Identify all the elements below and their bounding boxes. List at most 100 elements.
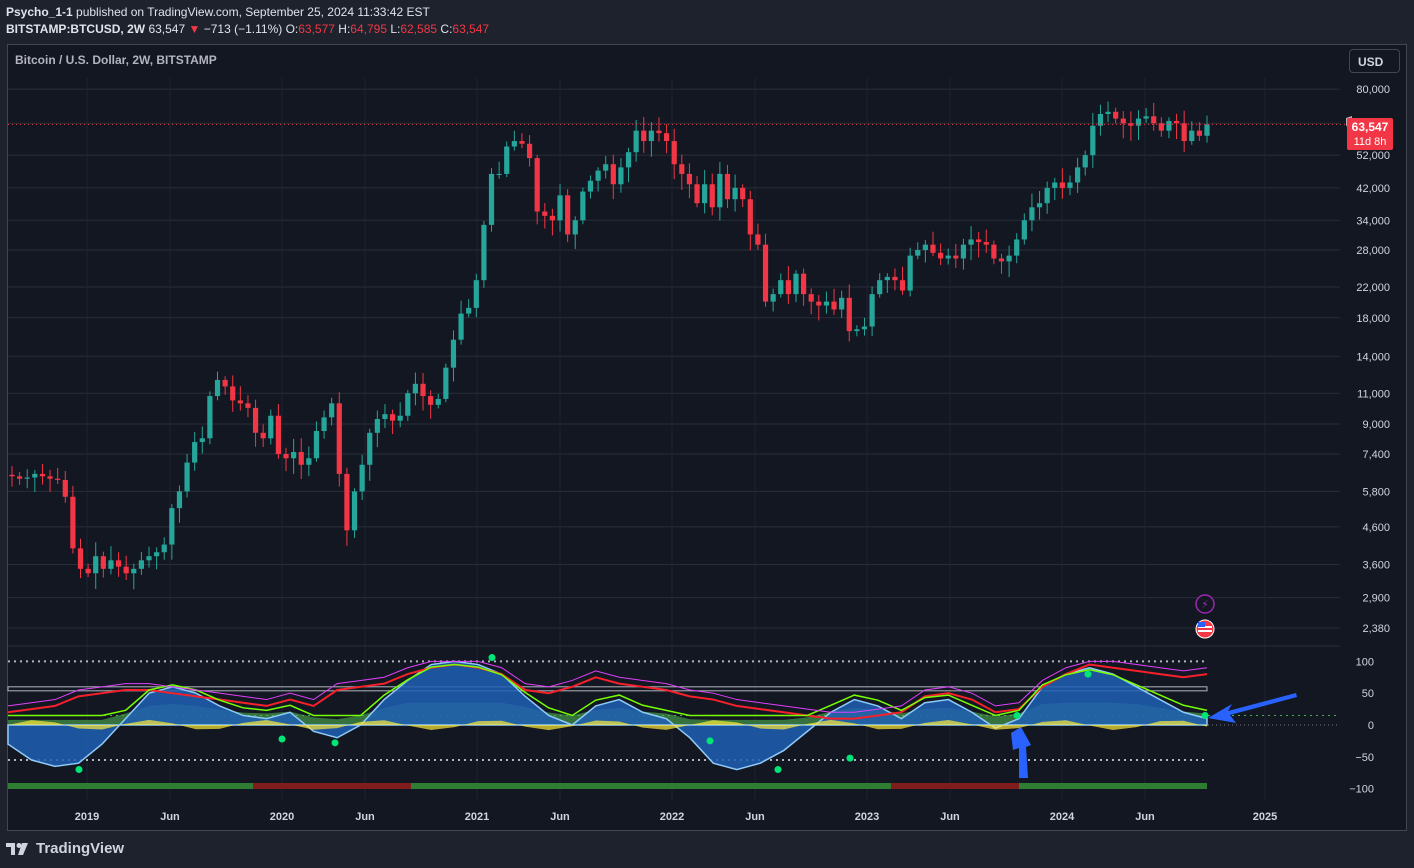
candle-body	[1173, 120, 1180, 124]
candle-body	[542, 211, 548, 216]
candle-body	[496, 173, 502, 175]
candle-body	[922, 244, 928, 251]
open-value: 63,577	[298, 22, 335, 36]
signal-dot	[1013, 711, 1021, 719]
oscillator-pane	[7, 645, 1340, 789]
tradingview-logo[interactable]: TradingView	[6, 840, 124, 857]
logo-text: TradingView	[36, 840, 125, 857]
currency-button[interactable]: USD	[1349, 49, 1400, 73]
time-tick-label: Jun	[160, 811, 180, 823]
signal-dot	[774, 766, 782, 774]
oscillator-axis: 100 50 0 −50 −100	[1349, 656, 1374, 795]
candle-body	[351, 491, 358, 531]
candle-body	[70, 496, 76, 549]
candle-body	[625, 152, 632, 168]
candle-body	[663, 133, 670, 142]
candle-body	[176, 491, 183, 509]
price-tick-label: 42,000	[1356, 183, 1390, 195]
candle-body	[169, 508, 175, 545]
lightning-event-icon[interactable]	[1195, 594, 1215, 614]
candle-body	[945, 255, 951, 259]
candle-body	[580, 191, 586, 221]
price-tick-label: 7,400	[1362, 449, 1390, 461]
price-tick-label: 34,000	[1356, 215, 1390, 227]
last-value: 63,547	[148, 22, 186, 36]
candle-body	[17, 476, 23, 479]
regime-bar-segment	[8, 783, 253, 789]
candle-body	[519, 141, 525, 144]
candle-body	[526, 143, 533, 159]
time-tick-label: 2023	[855, 811, 879, 823]
candle-body	[770, 294, 776, 302]
time-axis: 2019 Jun 2020 Jun 2021 Jun 2022 Jun 2023 Jun 2024 J…	[75, 811, 1277, 823]
candle-body	[816, 301, 822, 306]
last-price-tag: 63,547 11d 8h	[1346, 116, 1393, 150]
time-tick-label: Jun	[550, 811, 570, 823]
candle-body	[47, 476, 53, 479]
candle-body	[1189, 130, 1195, 142]
candle-body	[245, 403, 251, 408]
candle-body	[252, 407, 259, 433]
candle-body	[892, 276, 898, 281]
candle-body	[214, 379, 221, 397]
candle-body	[123, 566, 129, 574]
candle-body	[412, 383, 419, 394]
regime-bar-segment	[411, 783, 891, 789]
candle-body	[1044, 187, 1050, 204]
lightning-glyph-icon: ⚡	[1201, 598, 1209, 611]
candle-body	[937, 252, 944, 259]
candle-body	[55, 478, 61, 480]
time-tick-label: 2020	[270, 811, 294, 823]
candle-body	[1090, 125, 1096, 156]
up-arrow-annotation	[1011, 727, 1031, 778]
candle-body	[877, 280, 883, 295]
candle-body	[1181, 123, 1187, 142]
candle-body	[1204, 124, 1210, 136]
low-label: L:	[390, 22, 401, 36]
time-tick-label: 2025	[1253, 811, 1277, 823]
candle-body	[1067, 182, 1073, 188]
candle-body	[473, 280, 479, 308]
candle-body	[313, 430, 320, 459]
candle-body	[184, 462, 190, 492]
candle-body	[686, 173, 693, 185]
regime-bar-segment	[891, 783, 1019, 789]
candle-body	[488, 173, 495, 225]
price-tick-label: 2,900	[1362, 593, 1390, 605]
candle-body	[85, 568, 91, 574]
candle-body	[199, 438, 205, 443]
candle-body	[291, 451, 297, 459]
candle-body	[389, 414, 396, 421]
candle-body	[968, 239, 974, 245]
candle-body	[724, 173, 731, 200]
candle-body	[359, 464, 365, 492]
candle-body	[671, 141, 677, 165]
candle-body	[458, 313, 464, 340]
candle-body	[39, 473, 46, 477]
candle-body	[800, 273, 807, 295]
candle-body	[230, 386, 236, 401]
candle-body	[1097, 114, 1104, 126]
candle-body	[1014, 239, 1020, 256]
events-icons: ⚡	[1195, 594, 1215, 639]
author-name[interactable]: Psycho_1-1	[6, 5, 73, 19]
candle-body	[1128, 123, 1134, 126]
countdown-label: 11d 8h	[1354, 136, 1387, 148]
footer	[0, 832, 1414, 868]
price-tick-label: 14,000	[1356, 351, 1390, 363]
candle-body	[549, 215, 556, 221]
close-label: C:	[440, 22, 453, 36]
candle-body	[679, 164, 685, 174]
candle-body	[138, 560, 144, 569]
time-tick-label: 2019	[75, 811, 99, 823]
lime-signal-line	[8, 663, 1208, 717]
candle-body	[329, 403, 335, 418]
chart-frame[interactable]	[7, 44, 1407, 831]
regime-bar-segment	[1019, 783, 1207, 789]
candle-body	[907, 255, 913, 291]
candle-body	[1021, 220, 1027, 240]
candle-body	[1196, 130, 1202, 136]
candle-body	[397, 415, 403, 421]
candle-body	[694, 184, 700, 204]
